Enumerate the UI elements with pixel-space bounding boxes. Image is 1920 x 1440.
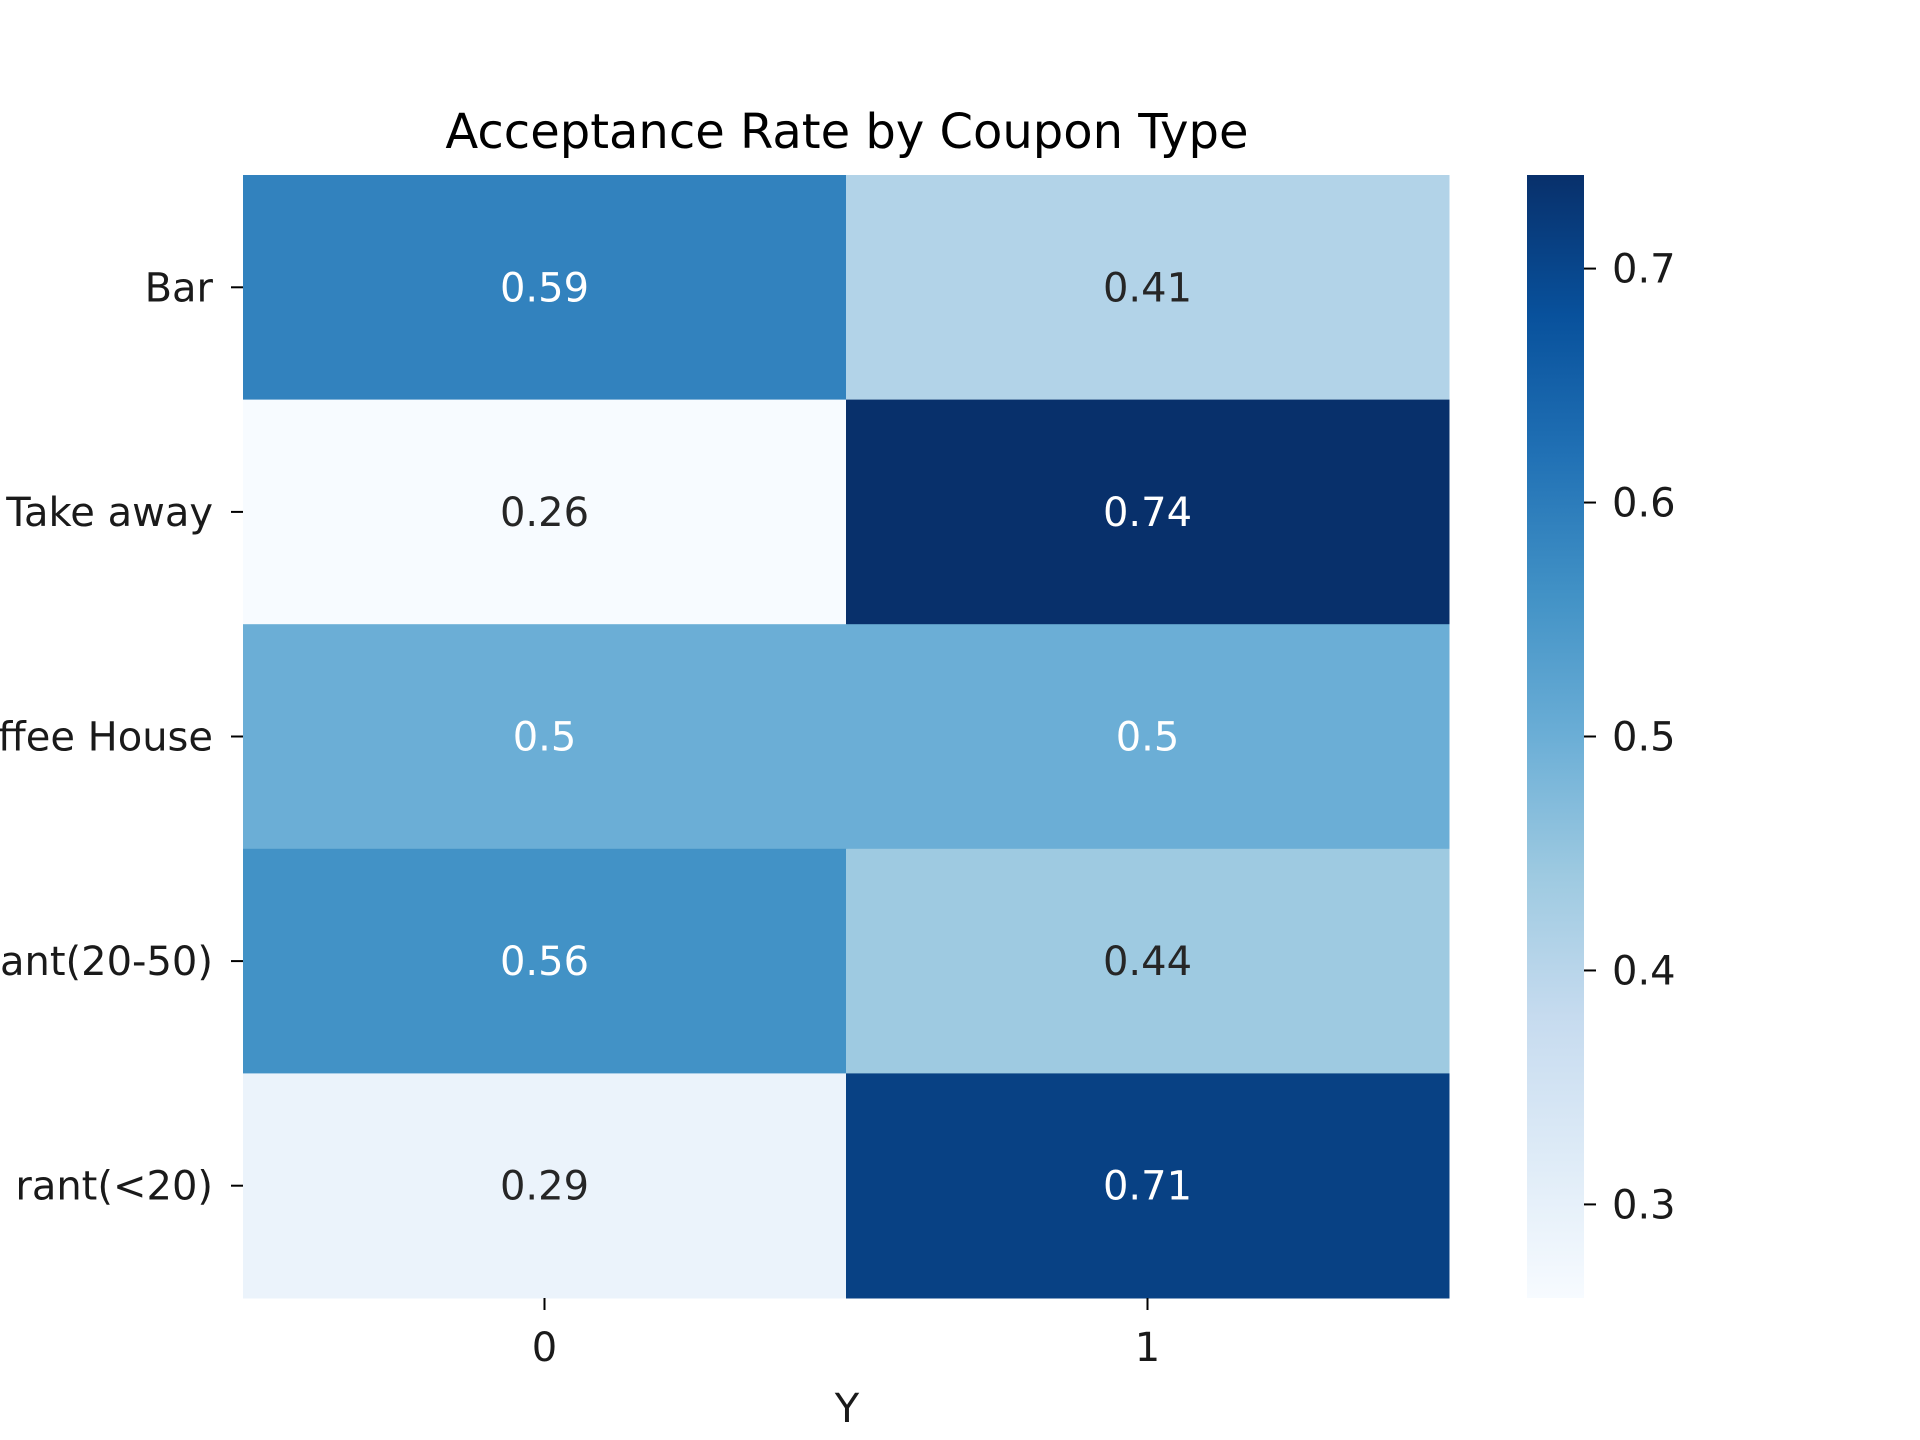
y-tick-label: Take away [5,490,213,536]
cell-value-label: 0.44 [1103,939,1192,985]
cell-value-label: 0.71 [1103,1164,1192,1210]
colorbar-tick-label: 0.3 [1612,1182,1676,1228]
x-tick-label: 0 [532,1325,557,1371]
y-tick-label: ffee House [0,715,213,761]
heatmap-cell [846,848,1450,1074]
cell-value-label: 0.74 [1103,490,1192,536]
y-axis: Bar Take away ffee House ant(20-50) rant(<20… [0,265,243,1210]
heatmap-cell [846,624,1450,850]
colorbar-tick-label: 0.6 [1612,481,1676,527]
cell-value-label: 0.41 [1103,265,1192,311]
heatmap-cell [243,624,847,850]
cell-value-label: 0.5 [1116,715,1180,761]
heatmap-cell [846,1073,1450,1299]
heatmap-cells: 0.59 0.41 0.26 0.74 0.5 0.5 0.56 0.44 0.29 0.71 [243,175,1450,1299]
colorbar-tick-label: 0.4 [1612,948,1676,994]
heatmap-cell [243,175,847,401]
heatmap-cell [846,399,1450,625]
colorbar-gradient [1527,175,1584,1298]
heatmap-cell [243,848,847,1074]
heatmap-cell [243,1073,847,1299]
y-tick-label: Bar [145,265,214,311]
colorbar-tick-label: 0.7 [1612,247,1676,293]
heatmap-cell [243,399,847,625]
cell-value-label: 0.59 [500,265,589,311]
colorbar-tick-label: 0.5 [1612,715,1676,761]
y-tick-label: ant(20-50) [0,939,213,985]
cell-value-label: 0.26 [500,490,589,536]
colorbar: 0.3 0.4 0.5 0.6 0.7 [1527,175,1676,1298]
y-tick-label: rant(<20) [15,1164,213,1210]
cell-value-label: 0.56 [500,939,589,985]
cell-value-label: 0.29 [500,1164,589,1210]
x-tick-label: 1 [1135,1325,1160,1371]
x-axis-label: Y [834,1386,860,1432]
chart-title: Acceptance Rate by Coupon Type [445,104,1248,160]
cell-value-label: 0.5 [513,715,577,761]
heatmap-cell [846,175,1450,401]
